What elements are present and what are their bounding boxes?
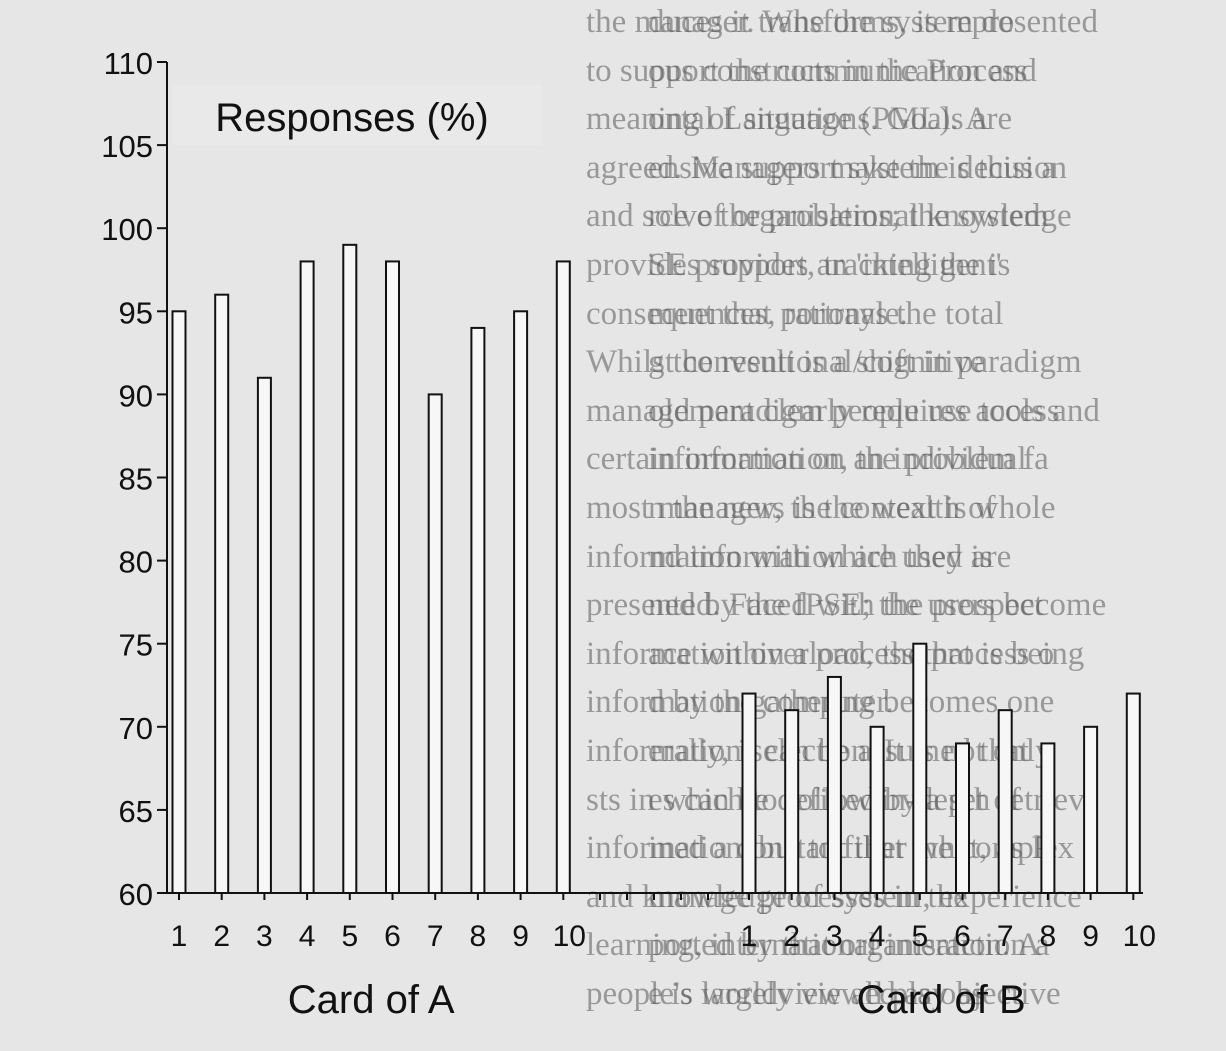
bar-b-9 [1083,725,1099,894]
x-tick-label: 4 [299,920,316,953]
background-text-line: information selection. It is not only [586,733,1052,769]
bar-b-5 [912,642,928,895]
x-tick-label: 3 [256,920,273,953]
bar-a-10 [555,260,571,894]
background-text-line: most managers is the wealth of [586,490,996,526]
bar-a-5 [342,243,358,894]
title-backdrop [172,85,542,145]
x-tick-label: 5 [911,920,928,953]
bar-b-10 [1125,692,1141,894]
bar-b-3 [826,675,842,894]
y-tick-label: 90 [119,378,153,413]
background-text-line: ment that portrays the total [648,295,1004,332]
background-text-line: ace within a process that is being [648,635,1085,672]
x-tick-label: 7 [427,920,444,953]
bar-a-9 [513,310,529,894]
bar-b-8 [1040,742,1056,894]
y-tick-label: 70 [119,711,153,746]
background-text-line: presented. Faced with the prospect [586,587,1044,624]
x-tick-label: 6 [954,920,971,953]
background-text-line: d by the computer. [648,684,894,721]
background-text-line: information, but to filter what, as P [586,830,1050,867]
background-text-line: nd information are used is [648,538,993,575]
background-text-line: and solve the problems; the system [586,198,1049,235]
background-text-line: the manager. Whe the system do [586,4,1015,40]
y-tick-label: 75 [119,628,153,663]
bar-a-4 [299,260,315,894]
background-text-line: information on an individual [648,441,1027,478]
y-tick-label: 80 [119,545,153,580]
x-tick-label: 3 [826,920,843,953]
background-text-line: meaning of situations. Goals are [586,101,1013,138]
background-text-line: provides support, tracking the is [586,247,1011,283]
x-tick-label: 1 [741,920,758,953]
background-text-line: duces it transforms, is represented [648,4,1098,40]
background-text-line: information with which they are [586,538,1012,575]
y-tick-label: 100 [101,212,153,247]
background-text-line: ous constructs in the Process [648,52,1028,89]
y-tick-label: 105 [101,129,153,164]
background-text-line: management clearly requires access [586,392,1060,429]
x-tick-label: 5 [341,920,358,953]
bar-b-7 [997,709,1013,894]
bar-a-6 [385,260,400,894]
background-text-line: Whilst conventional/cognitive [586,344,985,381]
bar-b-2 [784,709,800,894]
x-tick-label: 8 [470,920,487,953]
background-text-line: rce of organisational knowledge [648,198,1072,235]
x-tick-label: 4 [869,920,886,953]
x-tick-label: 10 [1123,920,1156,953]
background-text-line: learning, international interaction a [586,927,1050,964]
x-tick-label: 2 [783,920,800,953]
group-labels: Card of A Card of B [288,978,1026,1022]
x-tick-label: 8 [1040,920,1057,953]
bar-a-8 [470,326,486,895]
x-axis-label-b: Card of B [857,978,1026,1022]
bars [171,243,1141,895]
bar-a-3 [256,376,272,894]
background-text-line: SE provides an 'intelligent' [648,247,1002,283]
background-text-line: ported by that organisation. A [648,927,1041,964]
background-text-line: consequences, rationale. [586,295,908,332]
background-text-line: agreed. Managers make the decision [586,149,1068,186]
y-tick-label: 95 [119,295,153,330]
background-text-line: people's worldview all play as [586,976,985,1012]
background-text-line: to support the communication and [586,52,1037,89]
y-tick-label: 85 [119,462,153,497]
x-tick-label: 7 [997,920,1014,953]
background-text-line: sts in which to follow in-depth retrieve [586,781,1100,818]
background-text-line: information overload, the process o [586,635,1055,672]
bar-b-6 [955,742,970,894]
x-tick-label: 1 [171,920,188,953]
bar-b-4 [869,725,885,894]
background-text-line: old paradigm people use tools and [648,392,1100,429]
background-text-line: certain information, the problem fa [586,441,1049,478]
bar-a-1 [171,310,187,894]
y-tick-label: 65 [119,794,153,829]
x-axis [167,892,1143,900]
background-text-line: g the result is a shift in paradigm [648,344,1082,381]
x-axis-label-a: Card of A [288,978,455,1022]
y-tick-label: 110 [104,46,153,81]
background-text-line: ensive support system is thus a [648,149,1056,186]
bar-a-7 [427,393,443,894]
x-tick-label: 10 [553,920,586,953]
background-text-line: ned by the IPSE; the users become [648,587,1107,624]
background-text-line: e is largely viewed as objective [648,976,1061,1012]
x-tick-label: 6 [384,920,401,953]
background-text-line: information gathering becomes one [586,684,1055,721]
x-tick-labels: 1 2 3 4 5 6 7 8 9 10 1 2 3 4 5 6 7 8 9 10 [171,920,1156,953]
background-text-line: ontal Language (PML). A [648,101,989,138]
background-text-line: n the new, the context is whole [648,490,1056,526]
x-tick-label: 9 [1082,920,1099,953]
bar-b-1 [741,692,757,894]
chart-title: Responses (%) [215,96,488,140]
y-tick-label: 60 [119,877,153,912]
x-tick-label: 2 [213,920,230,953]
y-axis: 60 65 70 75 80 85 90 95 100 105 110 [101,46,168,912]
x-tick-label: 9 [512,920,529,953]
bar-a-2 [214,293,230,894]
